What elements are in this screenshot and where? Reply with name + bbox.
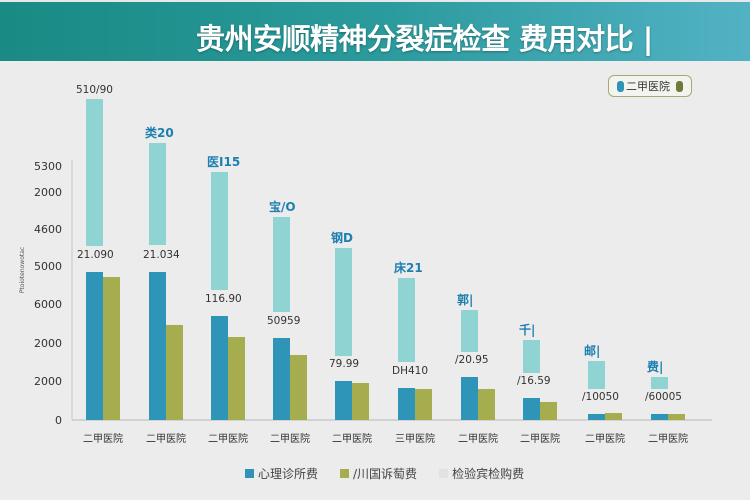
x-tick-label: 二甲医院 <box>585 432 625 445</box>
y-tick-label: 2000 <box>34 375 62 388</box>
legend-swatch <box>245 469 254 478</box>
data-label-mid: /20.95 <box>455 354 489 366</box>
legend-label: /川国诉萄费 <box>353 467 418 481</box>
bar-olive <box>415 389 432 420</box>
data-label-mid: 21.034 <box>143 249 180 261</box>
bar-range-teal <box>149 142 166 246</box>
bar-blue <box>523 398 540 420</box>
bar-olive <box>166 324 183 420</box>
bar-blue <box>211 316 228 420</box>
legend-swatch-blue <box>617 80 624 92</box>
data-label-top: 费| <box>647 359 663 374</box>
bar-range-teal <box>86 99 103 247</box>
bar-range-teal <box>398 278 415 363</box>
y-tick-label: 4600 <box>34 223 62 236</box>
x-tick-label: 二甲医院 <box>208 432 248 445</box>
data-label-mid: 21.090 <box>77 249 114 261</box>
bar-blue <box>461 376 478 420</box>
x-tick-label: 二甲医院 <box>270 432 310 445</box>
bar-range-teal <box>523 339 540 373</box>
bar-range-teal <box>461 310 478 353</box>
data-label-top: 千| <box>519 322 535 337</box>
x-tick-label: 二甲医院 <box>458 432 498 445</box>
bar-olive <box>290 355 307 420</box>
data-label-mid: 50959 <box>267 315 300 327</box>
legend-top-label: 二甲医院 <box>626 80 670 93</box>
legend-swatch-olive <box>676 80 683 92</box>
data-label-top: 医I15 <box>207 155 240 169</box>
x-tick-label: 二甲医院 <box>520 432 560 445</box>
data-label-top: 邮| <box>584 343 600 358</box>
legend-item: /川国诉萄费 <box>340 465 417 482</box>
bar-blue <box>398 388 415 420</box>
bar-range-teal <box>211 171 228 290</box>
bar-range-teal <box>588 361 605 390</box>
data-label-mid: /16.59 <box>517 375 551 387</box>
title-banner: 贵州安顺精神分裂症检查 费用对比 | <box>0 0 750 61</box>
legend-item: 检验宾检购费 <box>439 465 524 482</box>
x-tick-label: 二甲医院 <box>648 432 688 445</box>
data-label-top: 类20 <box>145 125 174 140</box>
bar-olive <box>668 413 685 420</box>
y-tick-label: 2000 <box>34 337 62 350</box>
data-label-mid: /10050 <box>582 391 619 403</box>
x-tick-label: 二甲医院 <box>83 432 123 445</box>
legend-top: 二甲医院 <box>608 75 692 97</box>
data-label-mid: 79.99 <box>329 358 359 370</box>
y-axis-label: Ptoiotenowotac <box>19 247 26 293</box>
data-label-top: 钢D <box>331 230 353 245</box>
bar-blue <box>335 380 352 420</box>
data-label-top: 510/90 <box>76 84 113 96</box>
data-label-top: 宝/O <box>269 199 296 214</box>
bar-range-teal <box>273 216 290 313</box>
y-tick-label: 5000 <box>34 260 62 273</box>
bar-olive <box>103 277 120 420</box>
bar-range-teal <box>651 376 668 390</box>
bar-blue <box>651 413 668 420</box>
data-label-mid: /60005 <box>645 391 682 403</box>
legend-swatch <box>439 469 449 478</box>
bar-olive <box>228 336 245 420</box>
bar-range-teal <box>335 247 352 357</box>
bar-olive <box>605 412 622 420</box>
x-tick-label: 二甲医院 <box>146 432 186 445</box>
legend-label: 检验宾检购费 <box>452 467 525 481</box>
data-label-mid: 116.90 <box>205 293 242 305</box>
y-tick-label: 0 <box>55 414 62 427</box>
data-label-top: 床21 <box>394 260 423 275</box>
bar-blue <box>273 337 290 420</box>
x-tick-label: 二甲医院 <box>332 432 372 445</box>
bar-olive <box>540 401 557 420</box>
y-tick-label: 6000 <box>34 298 62 311</box>
bar-olive <box>478 389 495 420</box>
y-tick-label: 5300 <box>34 160 62 173</box>
x-tick-label: 三甲医院 <box>395 432 435 445</box>
legend-swatch <box>340 469 350 478</box>
legend-label: 心理诊所费 <box>258 467 319 481</box>
y-tick-label: 2000 <box>34 186 62 199</box>
page-title: 贵州安顺精神分裂症检查 费用对比 | <box>196 22 653 56</box>
data-label-top: 郭| <box>457 292 473 307</box>
bar-blue <box>149 272 166 420</box>
legend-bottom: 心理诊所费 /川国诉萄费 检验宾检购费 <box>245 465 524 482</box>
bar-blue <box>86 272 103 420</box>
legend-item: 心理诊所费 <box>245 465 318 482</box>
bar-blue <box>588 413 605 420</box>
data-label-mid: DH410 <box>392 365 428 377</box>
bar-olive <box>352 383 369 420</box>
